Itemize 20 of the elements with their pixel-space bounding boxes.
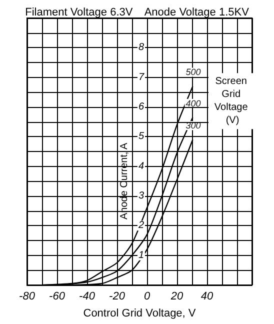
series-label: 500 — [186, 67, 201, 78]
x-axis-title: Control Grid Voltage, V — [83, 308, 196, 320]
legend-title: Screen Grid Voltage (V) — [214, 76, 251, 126]
y-tick-label: 3 — [138, 190, 144, 202]
x-tick-label: 0 — [144, 290, 151, 302]
chart-title: Filament Voltage 6.3V Anode Voltage 1.5KV — [25, 6, 250, 18]
y-tick-label: 2 — [137, 220, 144, 232]
x-tick-label: -20 — [109, 290, 126, 302]
y-tick-label: 4 — [138, 160, 144, 172]
x-tick-label: -80 — [19, 290, 36, 302]
y-tick-label: 1 — [138, 250, 144, 261]
x-tick-label: 40 — [200, 290, 214, 302]
x-tick-label: 20 — [170, 290, 184, 302]
x-tick-label: -60 — [49, 290, 66, 302]
y-tick-label: 8 — [138, 42, 144, 54]
y-tick-label: 7 — [138, 72, 144, 83]
y-tick-label: 5 — [138, 131, 144, 142]
x-tick-label: -40 — [79, 290, 96, 302]
y-tick-label: 6 — [138, 102, 144, 112]
series-label: 400 — [186, 98, 201, 108]
